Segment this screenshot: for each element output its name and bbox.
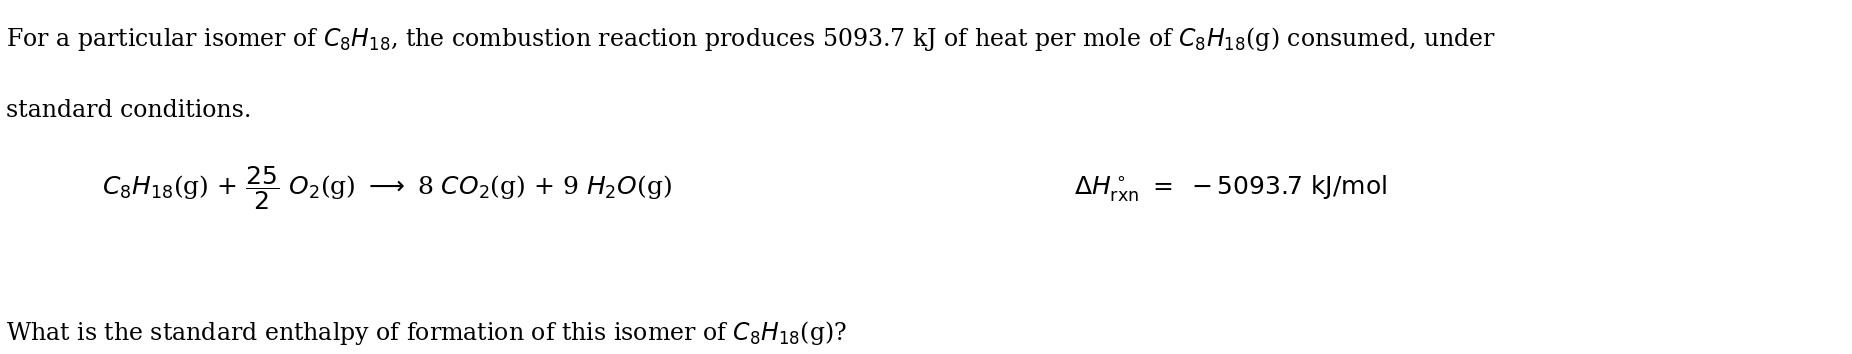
Text: For a particular isomer of $\mathit{C}_8\mathit{H}_{18}$, the combustion reactio: For a particular isomer of $\mathit{C}_8… xyxy=(6,25,1496,53)
Text: What is the standard enthalpy of formation of this isomer of $C_8H_{18}$(g)?: What is the standard enthalpy of formati… xyxy=(6,319,846,347)
Text: $\Delta H^\circ_{\rm rxn}\ =\ -5093.7\ {\rm kJ/mol}$: $\Delta H^\circ_{\rm rxn}\ =\ -5093.7\ {… xyxy=(1074,173,1387,202)
Text: $C_8H_{18}$(g) $+\ \dfrac{25}{2}\ O_2$(g) $\longrightarrow$ 8 $CO_2$(g) $+$ 9 $H: $C_8H_{18}$(g) $+\ \dfrac{25}{2}\ O_2$(g… xyxy=(102,164,672,212)
Text: standard conditions.: standard conditions. xyxy=(6,99,252,122)
